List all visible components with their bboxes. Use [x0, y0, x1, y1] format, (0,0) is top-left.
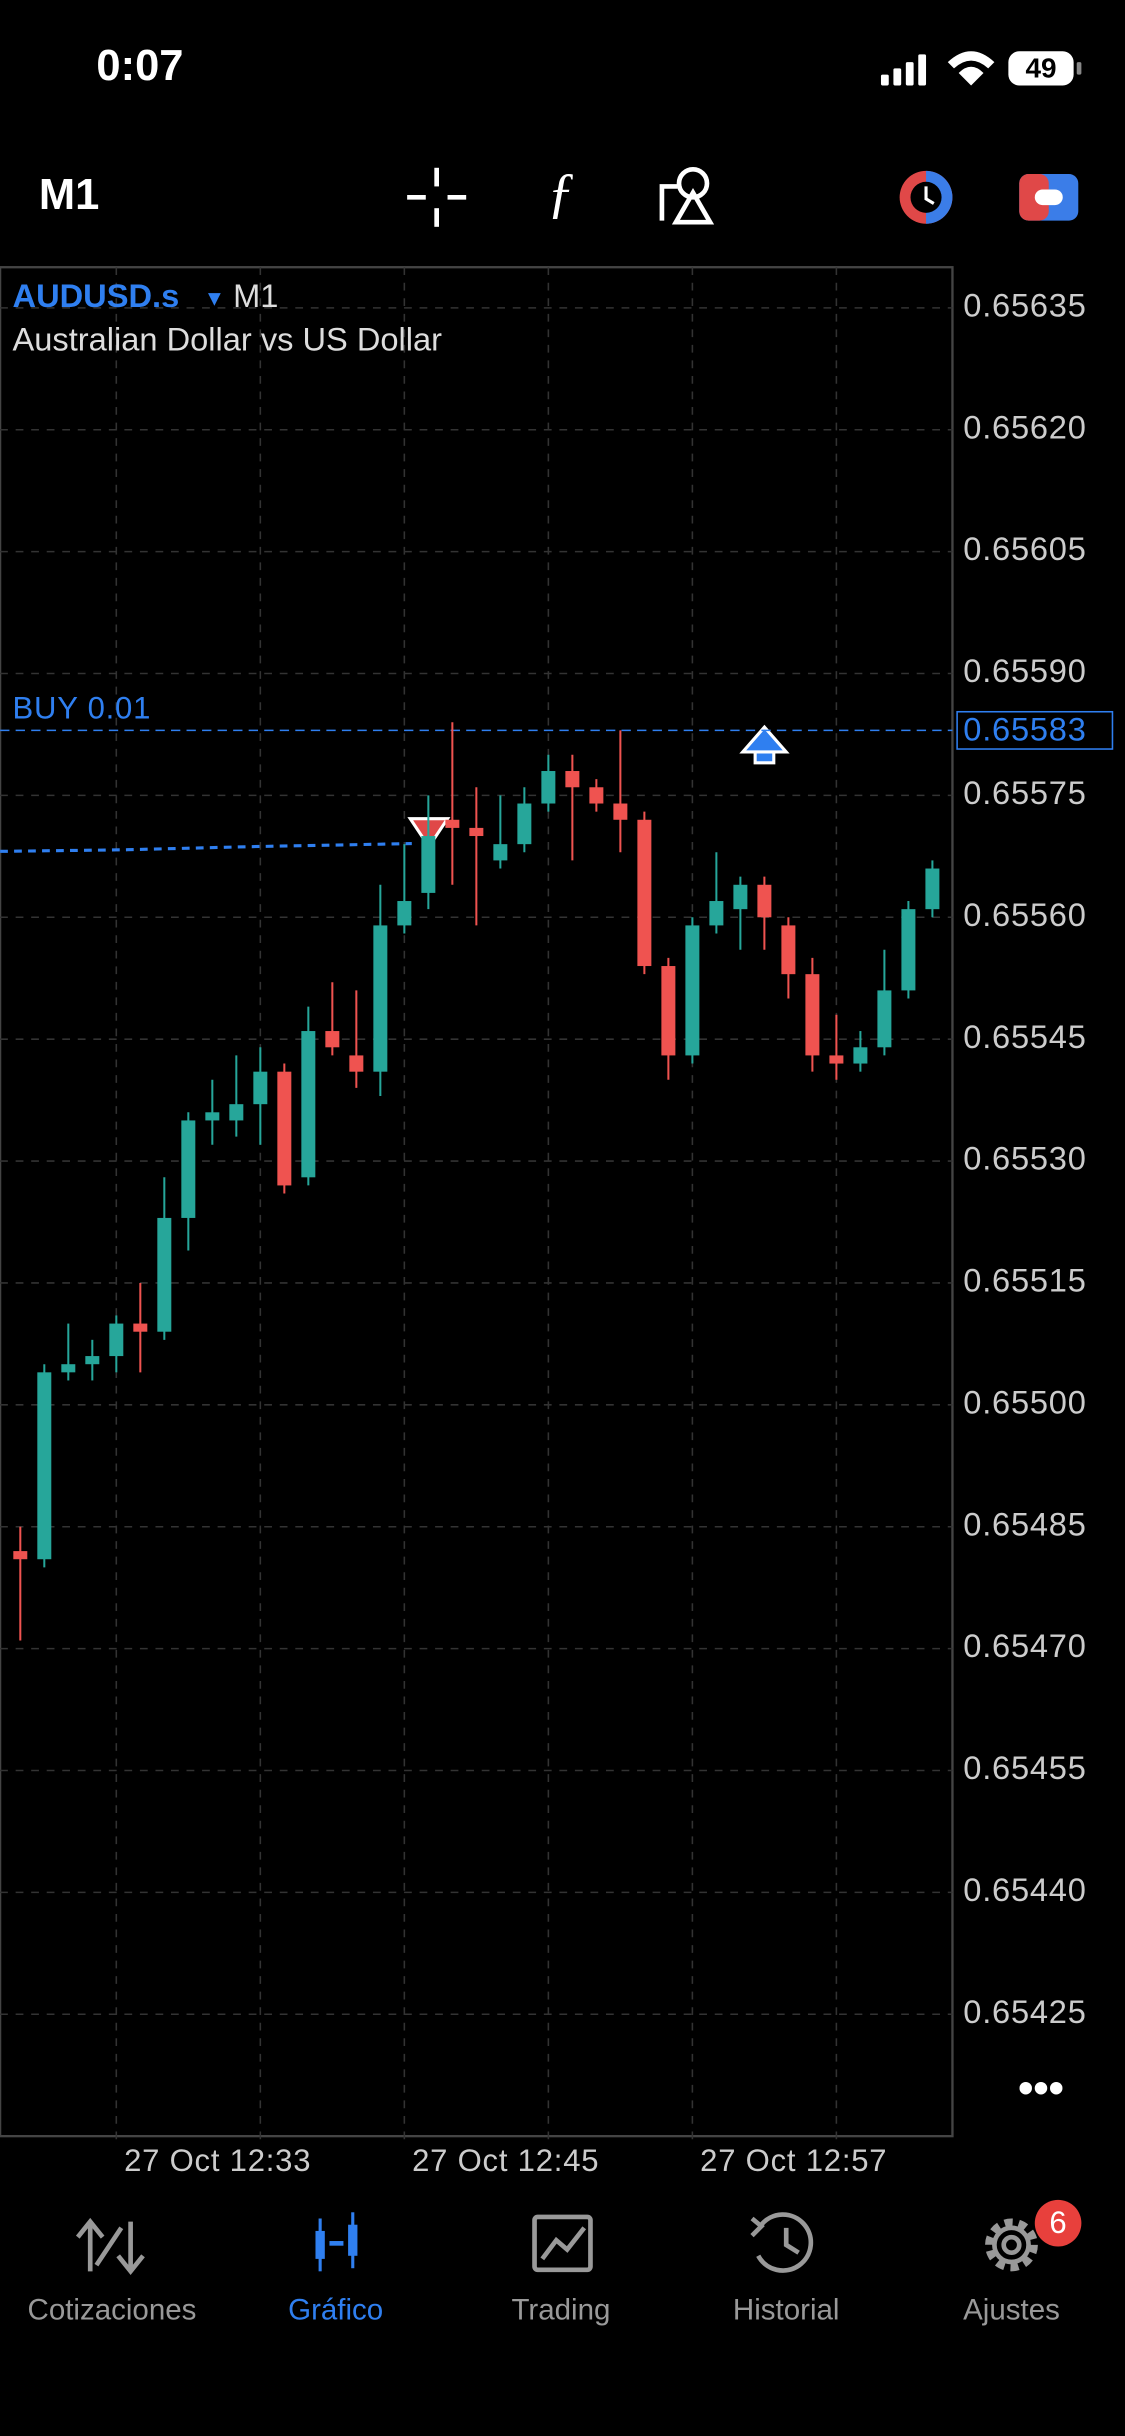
badge-count: 6	[1049, 2205, 1066, 2240]
candle-body	[253, 1071, 268, 1105]
candle-body	[421, 836, 436, 893]
candle-body	[61, 1364, 76, 1373]
chart: AUDUSD.s ▼ M1 Australian Dollar vs US Do…	[0, 266, 1114, 2178]
candle-body	[781, 925, 796, 975]
candle-body	[805, 974, 820, 1056]
candle-body	[229, 1104, 244, 1121]
tab-bar: 6 Cotizaciones Gráfico Trading Historial Aju…	[28, 2199, 1082, 2327]
candle-body	[589, 787, 604, 804]
clock: 0:07	[96, 42, 183, 90]
chart-frame	[0, 266, 954, 2138]
trading-icon	[532, 2214, 593, 2273]
quotes-icon	[75, 2217, 145, 2276]
candle-body	[901, 909, 916, 991]
y-tick-label: 0.65485	[963, 1505, 1086, 1542]
candle-body	[637, 819, 652, 967]
indicators-button[interactable]: ƒ	[547, 163, 575, 225]
tab-label[interactable]: Gráfico	[288, 2294, 383, 2327]
y-tick-label: 0.65560	[963, 896, 1086, 933]
candle-body	[613, 803, 628, 820]
tab-label[interactable]: Historial	[733, 2294, 840, 2327]
candle-body	[13, 1551, 28, 1560]
chart-icon	[315, 2212, 358, 2272]
candle-body	[85, 1356, 100, 1365]
y-tick-label: 0.65470	[963, 1627, 1086, 1664]
signal-icon	[880, 54, 927, 86]
badge	[1034, 2199, 1082, 2247]
tab-label[interactable]: Cotizaciones	[28, 2294, 197, 2327]
candle-body	[181, 1120, 196, 1218]
candle-body	[541, 771, 556, 804]
y-tick-label: 0.65620	[963, 408, 1086, 445]
y-tick-label: 0.65590	[963, 652, 1086, 689]
order-price-tag	[956, 710, 1114, 750]
candle-body	[157, 1217, 172, 1332]
y-tick-label: 0.65440	[963, 1871, 1086, 1908]
order-label: BUY 0.01	[13, 690, 152, 725]
candle-body	[877, 990, 892, 1048]
trade-button[interactable]	[1019, 174, 1079, 221]
signals-button[interactable]	[899, 170, 953, 224]
objects-button[interactable]	[659, 167, 715, 225]
candle-body	[853, 1047, 868, 1064]
candle-body	[373, 925, 388, 1072]
candle-body	[925, 868, 940, 910]
candle-body	[277, 1071, 292, 1186]
candle-body	[301, 1031, 316, 1178]
symbol-dropdown[interactable]: ▼	[204, 286, 226, 311]
y-tick-label: 0.65455	[963, 1749, 1086, 1786]
candle-body	[829, 1055, 844, 1064]
candle-body	[445, 819, 460, 828]
battery-tip	[1076, 62, 1082, 75]
candle-body	[37, 1372, 52, 1560]
y-tick-label: 0.65635	[963, 286, 1086, 323]
candle-body	[349, 1055, 364, 1072]
y-tick-label: 0.65605	[963, 530, 1086, 567]
candle-body	[493, 844, 508, 861]
y-tick-label: 0.65530	[963, 1140, 1086, 1177]
battery-icon	[1008, 51, 1074, 86]
candle-body	[661, 966, 676, 1056]
candle-body	[517, 803, 532, 845]
candle-body	[565, 771, 580, 788]
crosshair-button[interactable]	[407, 167, 467, 227]
candle-body	[397, 901, 412, 926]
candle-body	[757, 884, 772, 918]
time-grid	[115, 267, 838, 2146]
y-tick-label: 0.65545	[963, 1018, 1086, 1055]
candle-body	[685, 925, 700, 1056]
y-tick-label: 0.65515	[963, 1262, 1086, 1299]
y-tick-label: 0.65575	[963, 774, 1086, 811]
y-tick-label: 0.65425	[963, 1993, 1086, 2030]
candle-body	[709, 901, 724, 926]
buy-arrow	[739, 724, 790, 765]
candle-body	[325, 1031, 340, 1048]
candle-body	[205, 1112, 220, 1121]
y-tick-label: 0.65500	[963, 1383, 1086, 1420]
candle-body	[733, 884, 748, 910]
wifi-icon	[947, 51, 995, 86]
tab-label[interactable]: Trading	[511, 2294, 610, 2327]
symbol-description: Australian Dollar vs US Dollar	[13, 320, 443, 357]
settings-icon	[985, 2218, 1038, 2272]
battery-level: 49	[1025, 52, 1056, 83]
x-tick-label: 27 Oct 12:57	[700, 2143, 887, 2178]
more-button[interactable]: •••	[1018, 2065, 1064, 2113]
candle-body	[469, 827, 484, 837]
trade-history-line	[0, 842, 412, 853]
x-tick-label: 27 Oct 12:45	[412, 2143, 599, 2178]
timeframe-button[interactable]: M1	[39, 171, 99, 219]
candle-body	[133, 1323, 148, 1332]
x-tick-label: 27 Oct 12:33	[124, 2143, 311, 2178]
candle-body	[109, 1323, 124, 1357]
tab-label[interactable]: Ajustes	[963, 2294, 1060, 2327]
history-icon	[750, 2212, 814, 2273]
order-price: 0.65583	[963, 711, 1086, 748]
